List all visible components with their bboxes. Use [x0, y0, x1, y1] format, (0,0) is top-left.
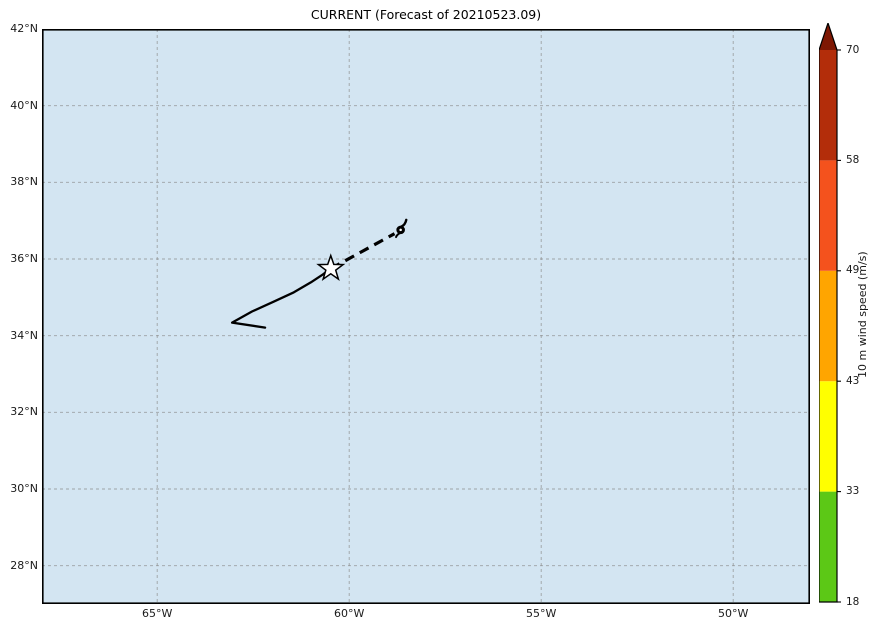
- forecast-endpoint-cyclone-icon: [395, 218, 408, 239]
- past-track-line: [230, 267, 332, 329]
- colorbar-axis-label: 10 m wind speed (m/s): [856, 251, 869, 379]
- lon-tick-label: 60°W: [334, 607, 365, 620]
- colorbar-segment: [819, 270, 837, 382]
- lon-tick-label: 50°W: [718, 607, 749, 620]
- plot-border: [42, 29, 810, 604]
- lat-tick-label: 40°N: [10, 98, 38, 112]
- colorbar-segment: [819, 381, 837, 492]
- lat-tick-label: 28°N: [10, 558, 38, 572]
- lat-tick-label: 38°N: [10, 175, 38, 189]
- lat-tick-label: 32°N: [10, 405, 38, 419]
- chart-title: CURRENT (Forecast of 20210523.09): [310, 7, 542, 22]
- lat-tick-label: 42°N: [10, 22, 38, 35]
- lat-tick-label: 30°N: [10, 482, 38, 495]
- outline-path: [819, 23, 838, 603]
- axes-spines: [42, 29, 810, 604]
- colorbar-tick-label: 18: [846, 595, 860, 608]
- lat-tick-label: 34°N: [10, 328, 38, 342]
- colorbar-segment: [819, 160, 837, 271]
- lon-tick-label: 55°W: [526, 607, 557, 620]
- colorbar-segments: [819, 50, 837, 602]
- past-track-polyline: [230, 267, 332, 329]
- star-glyph: [316, 253, 346, 281]
- cyclone-eye: [399, 228, 402, 232]
- colorbar-tick-marks: [837, 49, 841, 603]
- forecast-track-polyline: [330, 232, 396, 271]
- current-position-star-marker: [316, 253, 346, 281]
- colorbar-tick-label: 43: [846, 374, 860, 387]
- colorbar-outline: [819, 23, 838, 603]
- colorbar-tick-label: 33: [846, 485, 860, 498]
- colorbar-tick-label: 49: [846, 264, 860, 277]
- colorbar-tick-label: 70: [846, 43, 860, 56]
- ocean-background: [42, 29, 810, 604]
- ocean-rect: [42, 29, 810, 604]
- colorbar-tick-label: 58: [846, 153, 860, 166]
- colorbar-segment: [819, 491, 837, 602]
- colorbar-segment: [819, 50, 837, 161]
- grid-lines: [42, 29, 810, 604]
- lon-tick-label: 65°W: [142, 607, 173, 620]
- over-arrow: [819, 23, 837, 50]
- lat-tick-label: 36°N: [10, 252, 38, 265]
- map-canvas: [42, 29, 810, 604]
- colorbar-extend-arrow: [819, 23, 837, 50]
- colorbar: [819, 23, 841, 603]
- forecast-track-line: [330, 232, 396, 271]
